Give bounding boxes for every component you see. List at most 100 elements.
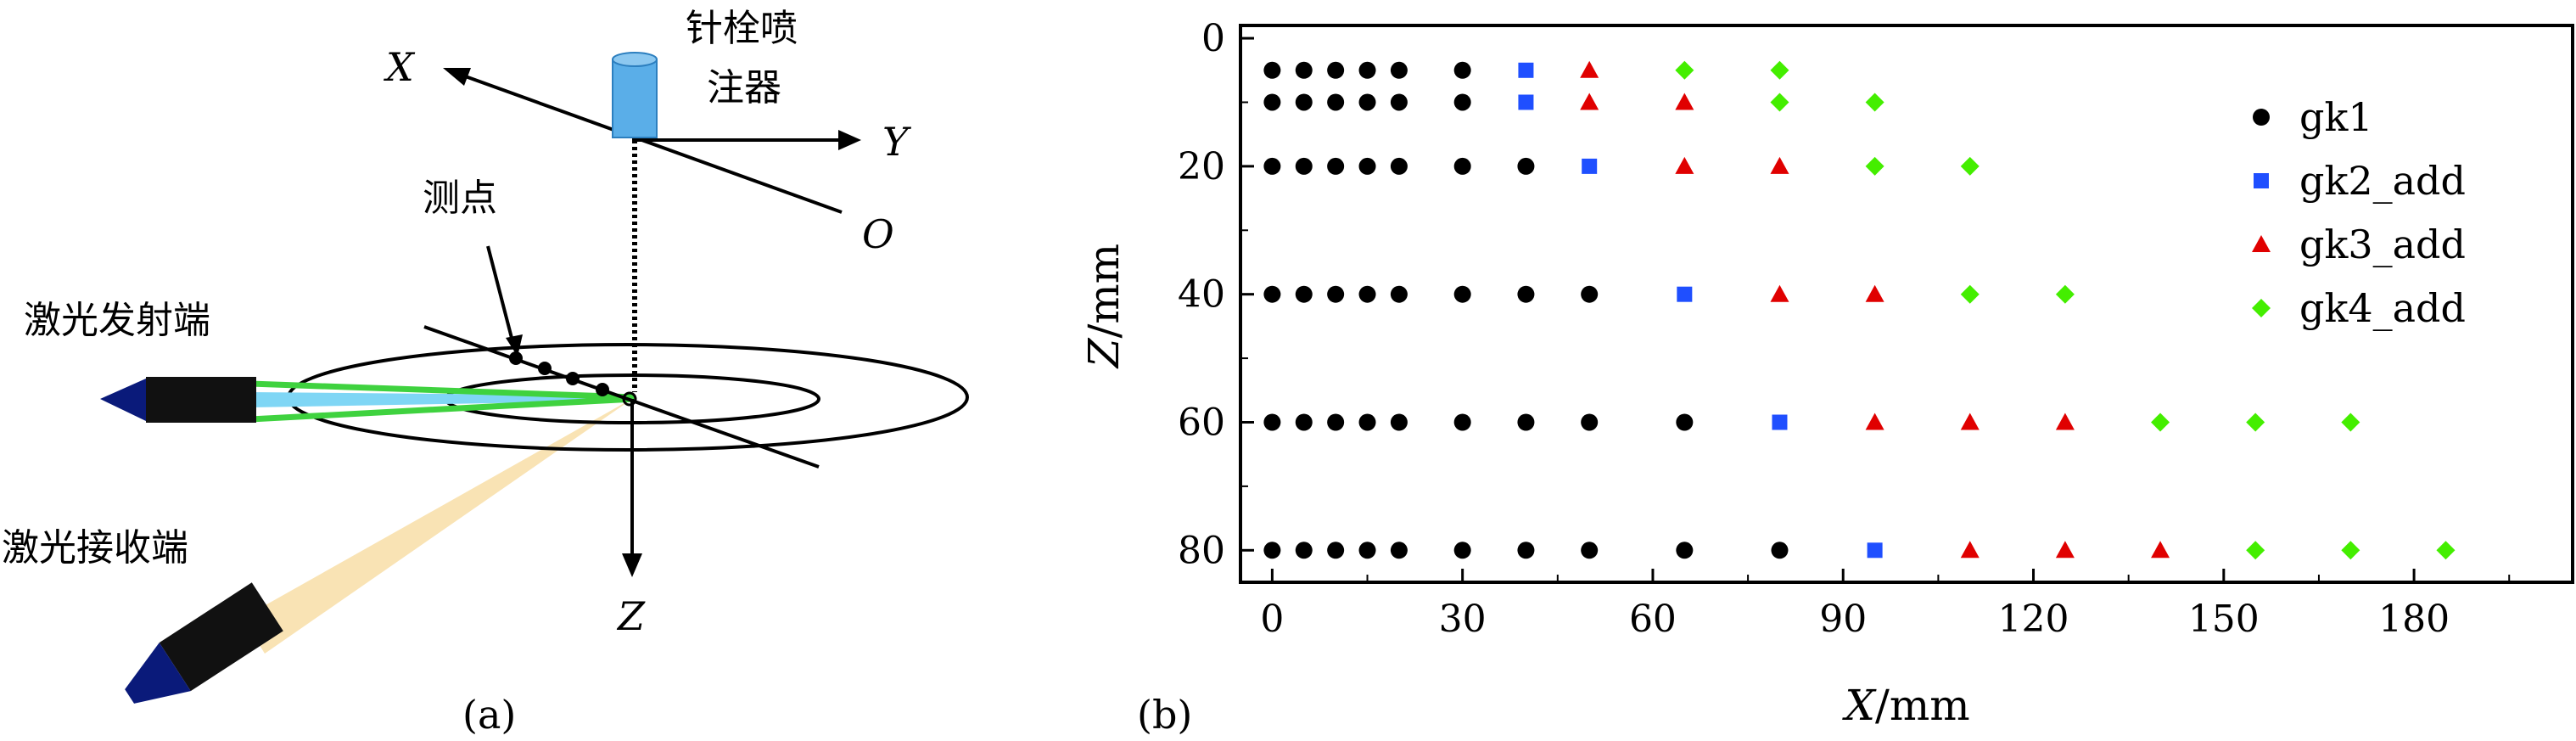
data-point-gk1 — [1327, 285, 1345, 303]
data-point-gk1 — [1295, 285, 1313, 303]
data-point-gk4_add — [2246, 541, 2265, 560]
legend-label-gk2_add: gk2_add — [2299, 158, 2466, 204]
data-point-gk2_add — [1582, 158, 1598, 174]
data-point-gk1 — [1295, 542, 1313, 559]
data-point-gk1 — [1517, 413, 1535, 431]
data-point-gk2_add — [1677, 286, 1693, 302]
data-point-gk4_add — [2055, 284, 2075, 304]
data-point-gk3_add — [1865, 413, 1884, 430]
data-point-gk1 — [1263, 542, 1281, 559]
data-point-gk3_add — [2055, 413, 2075, 430]
legend-marker-gk2_add — [2254, 173, 2269, 188]
legend-marker-gk3_add — [2252, 235, 2271, 252]
y-axis-label-unit: /mm — [1079, 244, 1128, 339]
x-tick-label: 90 — [1819, 598, 1867, 641]
data-point-gk1 — [1358, 61, 1376, 79]
y-axis-label: Z/mm — [1079, 244, 1128, 369]
y-tick-label: 40 — [1178, 273, 1225, 317]
y-tick-label: 80 — [1178, 529, 1225, 572]
data-point-gk1 — [1358, 285, 1376, 303]
data-point-gk3_add — [2055, 541, 2075, 559]
y-tick-label: 60 — [1178, 401, 1225, 444]
data-point-gk1 — [1358, 93, 1376, 111]
data-point-gk1 — [1453, 413, 1471, 431]
data-point-gk1 — [1453, 157, 1471, 175]
data-point-gk1 — [1295, 93, 1313, 111]
z-axis-arrowhead — [622, 553, 642, 577]
data-point-gk1 — [1327, 157, 1345, 175]
data-point-gk1 — [1263, 93, 1281, 111]
data-point-gk1 — [1263, 413, 1281, 431]
data-point-gk1 — [1390, 157, 1408, 175]
panel-b-caption: (b) — [1137, 692, 1192, 738]
data-point-gk1 — [1327, 61, 1345, 79]
measurement-point — [538, 362, 552, 375]
data-point-gk1 — [1390, 61, 1408, 79]
laser-emitter-tip — [100, 379, 146, 421]
measurement-point — [509, 351, 523, 365]
data-point-gk1 — [1390, 413, 1408, 431]
data-point-gk1 — [1517, 542, 1535, 559]
data-point-gk1 — [1327, 93, 1345, 111]
data-point-gk3_add — [1770, 284, 1789, 302]
data-point-gk2_add — [1867, 542, 1883, 559]
data-point-gk1 — [1295, 157, 1313, 175]
data-point-gk4_add — [2246, 413, 2265, 432]
data-point-gk3_add — [1675, 156, 1694, 174]
data-point-gk1 — [1358, 413, 1376, 431]
data-point-gk1 — [1390, 542, 1408, 559]
data-point-gk3_add — [1580, 93, 1599, 110]
data-point-gk1 — [1581, 413, 1599, 431]
receiver-light-cone — [243, 397, 635, 654]
data-point-gk4_add — [2341, 541, 2360, 560]
panel-a-caption: (a) — [462, 692, 516, 738]
laser-receiver — [125, 582, 283, 704]
data-point-gk4_add — [2436, 541, 2456, 560]
x-axis-label: X/mm — [1841, 681, 1969, 730]
data-point-gk4_add — [1865, 156, 1884, 176]
data-point-gk1 — [1263, 285, 1281, 303]
x-tick-label: 150 — [2188, 598, 2260, 641]
x-tick-label: 180 — [2378, 598, 2450, 641]
laser-receiver-body — [159, 582, 283, 692]
data-point-gk4_add — [1675, 60, 1694, 80]
injector-label-line1: 针栓喷 — [686, 7, 798, 50]
data-point-gk1 — [1453, 93, 1471, 111]
injector-top — [612, 52, 658, 67]
axis-x-label: X — [384, 44, 416, 90]
axis-y-label: Y — [882, 119, 912, 165]
y-tick-group: 0 20 40 60 80 — [1178, 17, 1254, 572]
y-tick-label: 20 — [1178, 145, 1225, 188]
data-point-gk1 — [1581, 542, 1599, 559]
data-point-gk1 — [1517, 157, 1535, 175]
legend-label-gk3_add: gk3_add — [2299, 222, 2466, 267]
laser-receiver-tip — [125, 643, 191, 704]
data-point-gk1 — [1676, 413, 1694, 431]
data-point-gk3_add — [1580, 60, 1599, 78]
panel-a-schematic: X Y Z O 针栓喷 注器 测点 激光发射端 激光接收端 (a) — [2, 7, 969, 738]
legend-marker-gk4_add — [2252, 299, 2271, 317]
injector-body — [612, 59, 658, 138]
data-point-gk3_add — [1770, 156, 1789, 174]
scatter-markers — [1263, 60, 2456, 560]
x-tick-label: 30 — [1439, 598, 1487, 641]
legend-label-gk1: gk1 — [2299, 94, 2373, 140]
x-tick-label: 120 — [1998, 598, 2069, 641]
measurement-point — [596, 383, 609, 396]
data-point-gk1 — [1327, 542, 1345, 559]
y-tick-label: 0 — [1201, 17, 1225, 60]
data-point-gk3_add — [1865, 284, 1884, 302]
data-point-gk3_add — [2151, 541, 2170, 559]
x-axis-line — [460, 73, 843, 214]
laser-emitter — [100, 377, 256, 423]
laser-emitter-body — [146, 377, 256, 423]
emitter-beam-green-bottom — [249, 396, 636, 423]
y-axis-arrowhead — [838, 130, 861, 150]
data-point-gk4_add — [1770, 60, 1789, 80]
measurement-point — [622, 391, 637, 407]
x-tick-label: 60 — [1629, 598, 1677, 641]
x-tick-group: 0 30 60 90 120 150 180 — [1260, 569, 2511, 641]
data-point-gk1 — [1390, 285, 1408, 303]
data-point-gk1 — [1517, 285, 1535, 303]
data-point-gk3_add — [1960, 541, 1980, 559]
